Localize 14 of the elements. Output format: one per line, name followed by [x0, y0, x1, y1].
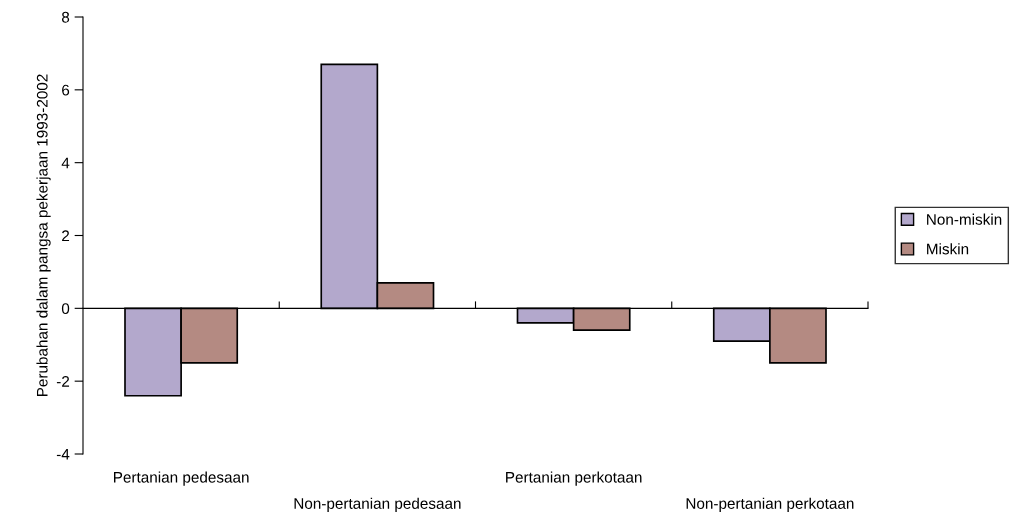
legend-label: Non-miskin — [927, 213, 1002, 225]
y-tick-label: 2 — [62, 230, 70, 242]
x-tick-label: Pertanian perkotaan — [506, 471, 642, 486]
y-tick-label: 0 — [61, 303, 70, 315]
legend-label: Miskin — [927, 243, 969, 255]
y-tick-label: -4 — [56, 449, 70, 460]
x-tick-label: Non-pertanian pedesaan — [294, 497, 461, 512]
y-tick-label: -2 — [56, 376, 70, 387]
y-tick-label: 6 — [62, 84, 70, 96]
x-tick-label: Pertanian pedesaan — [114, 471, 249, 486]
y-tick-label: 4 — [61, 157, 70, 169]
y-tick-label: 8 — [61, 11, 70, 23]
x-tick-label: Non-pertanian perkotaan — [686, 497, 854, 512]
y-axis-title: Perubahan dalam pangsa pekerjaan 1993-2002 — [36, 74, 51, 397]
